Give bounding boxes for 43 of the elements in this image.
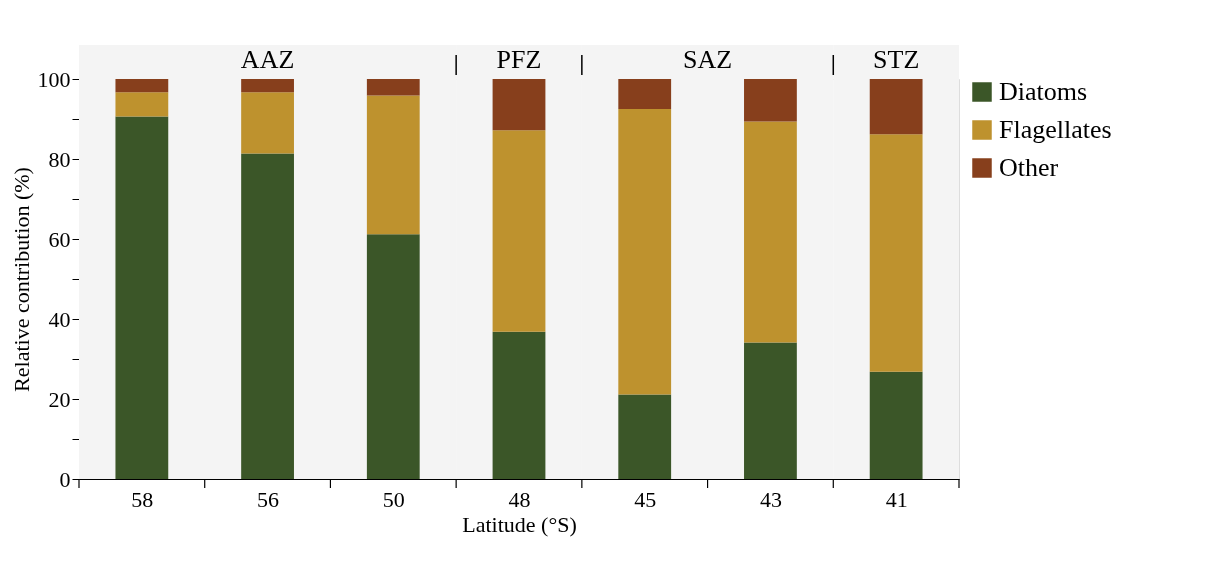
- bar: [492, 79, 546, 131]
- band-label: SAZ: [683, 45, 733, 74]
- bar: [492, 130, 546, 332]
- bar: [241, 153, 294, 479]
- x-tick-label: 50: [382, 486, 405, 512]
- y-axis-title: Relative contribution (%): [8, 167, 34, 392]
- bar: [618, 394, 672, 479]
- bar: [618, 109, 672, 395]
- bar: [744, 79, 797, 122]
- y-tick-label: 20: [48, 386, 71, 412]
- x-tick-label: 45: [634, 486, 657, 512]
- y-tick-label: 40: [48, 306, 71, 332]
- band-label: AAZ: [240, 45, 295, 74]
- bar: [115, 92, 169, 117]
- bar: [869, 134, 923, 372]
- bar: [618, 79, 672, 109]
- y-tick-label: 0: [59, 466, 71, 492]
- y-tick-label: 60: [48, 226, 71, 252]
- bar: [115, 79, 169, 93]
- bar: [366, 79, 420, 96]
- x-tick-label: 58: [131, 486, 154, 512]
- bar: [241, 92, 294, 154]
- y-tick-label: 80: [48, 146, 71, 172]
- x-axis-title: Latitude (°S): [462, 511, 577, 537]
- bar: [366, 234, 420, 479]
- bar: [869, 79, 923, 135]
- x-tick-label: 41: [885, 486, 908, 512]
- bar: [241, 79, 294, 93]
- legend-label: Flagellates: [999, 115, 1112, 144]
- bar: [869, 371, 923, 479]
- bar: [366, 95, 420, 235]
- bar: [744, 121, 797, 343]
- bar: [492, 331, 546, 479]
- bar: [744, 342, 797, 479]
- band-label: STZ: [873, 45, 920, 74]
- y-tick-label: 100: [37, 66, 71, 92]
- bar: [115, 116, 169, 479]
- legend-label: Other: [999, 153, 1059, 182]
- x-tick-label: 48: [508, 486, 531, 512]
- x-tick-label: 56: [257, 486, 280, 512]
- x-tick-label: 43: [759, 486, 782, 512]
- legend-label: Diatoms: [999, 77, 1088, 106]
- band-label: PFZ: [496, 45, 542, 74]
